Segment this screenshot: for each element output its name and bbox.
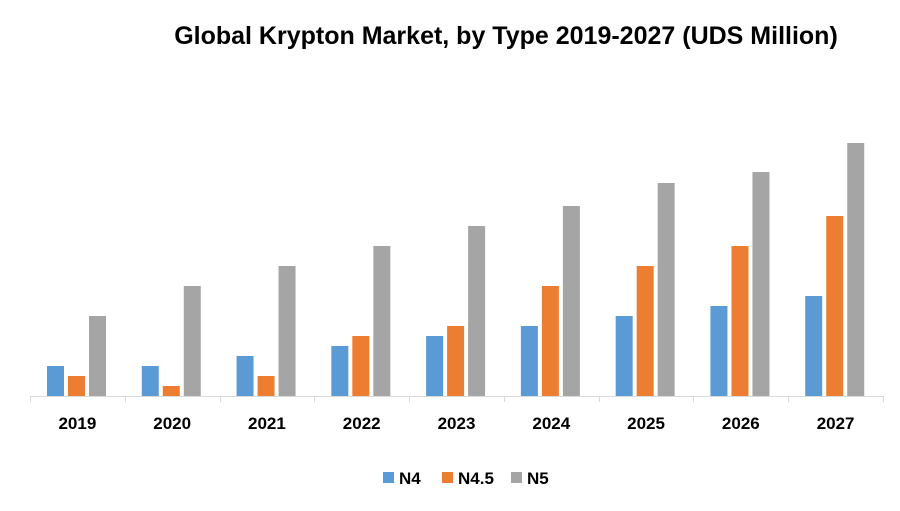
bar-n45-2024 <box>541 286 559 396</box>
x-tick-label-2019: 2019 <box>58 414 96 433</box>
legend-swatch-n45 <box>442 472 453 483</box>
bar-n45-2019 <box>68 376 85 396</box>
x-tick-label-2027: 2027 <box>817 414 855 433</box>
bar-n5-2020 <box>183 286 201 396</box>
bar-n4-2026 <box>710 306 728 396</box>
x-tick-label-2026: 2026 <box>722 414 760 433</box>
bar-n5-2024 <box>562 206 580 396</box>
bar-n4-2023 <box>426 336 444 396</box>
bar-n45-2021 <box>257 376 275 396</box>
x-tick-label-2021: 2021 <box>248 414 286 433</box>
x-tick-label-2023: 2023 <box>438 414 476 433</box>
bar-n4-2027 <box>805 296 823 396</box>
bar-n5-2022 <box>373 246 391 396</box>
legend-label-n45: N4.5 <box>458 469 494 488</box>
bar-n45-2026 <box>731 246 749 396</box>
bar-n4-2021 <box>236 356 254 396</box>
bar-n5-2023 <box>468 226 486 396</box>
bar-n5-2021 <box>278 266 296 396</box>
bar-n5-2027 <box>847 143 865 396</box>
bar-n45-2022 <box>352 336 370 396</box>
x-tick-label-2020: 2020 <box>153 414 191 433</box>
bar-n4-2019 <box>47 366 64 396</box>
legend-label-n5: N5 <box>527 469 549 488</box>
x-tick-label-2025: 2025 <box>627 414 665 433</box>
x-tick-label-2024: 2024 <box>532 414 570 433</box>
bar-n45-2027 <box>826 216 844 396</box>
legend-label-n4: N4 <box>399 469 421 488</box>
bar-n45-2025 <box>636 266 654 396</box>
bar-n4-2025 <box>615 316 633 396</box>
bar-n5-2026 <box>752 172 770 396</box>
bar-n45-2020 <box>162 386 180 396</box>
legend-swatch-n4 <box>383 472 394 483</box>
chart-title: Global Krypton Market, by Type 2019-2027… <box>174 22 838 50</box>
x-tick-label-2022: 2022 <box>343 414 381 433</box>
bar-n5-2025 <box>657 183 675 396</box>
bar-n4-2024 <box>520 326 538 396</box>
bar-n5-2019 <box>89 316 106 396</box>
bar-n4-2022 <box>331 346 349 396</box>
legend-swatch-n5 <box>511 472 522 483</box>
bar-n4-2020 <box>141 366 159 396</box>
bar-n45-2023 <box>447 326 465 396</box>
